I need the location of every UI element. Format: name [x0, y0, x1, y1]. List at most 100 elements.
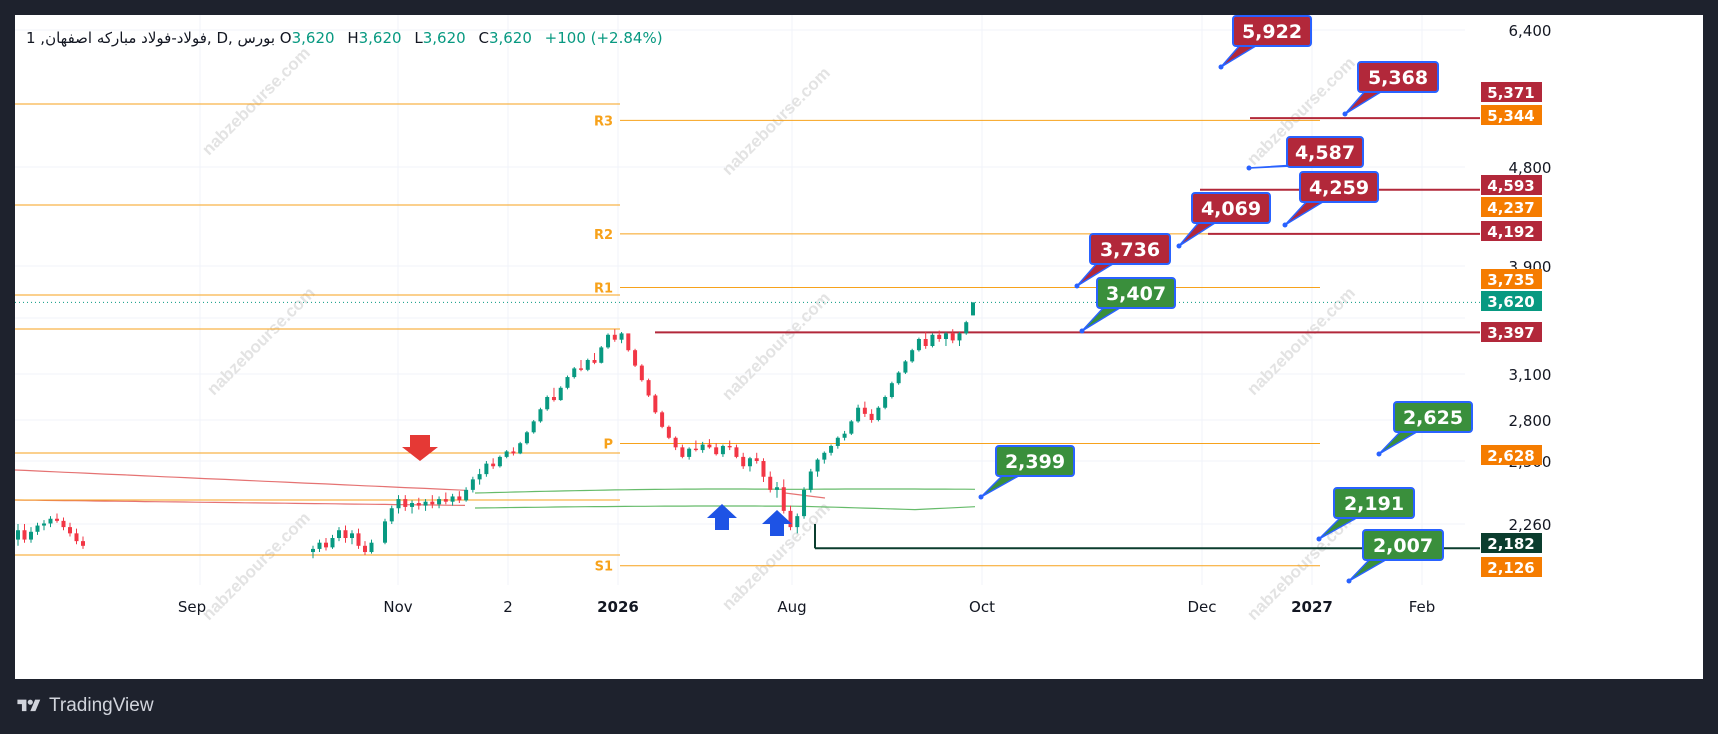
y-tick-label: 3,100: [1509, 366, 1552, 384]
price-label: 3,620: [1487, 293, 1534, 311]
candle-body: [971, 302, 975, 316]
ma-band-red-upper: [15, 469, 466, 491]
candle: [910, 348, 915, 363]
price-label: 5,344: [1487, 107, 1534, 125]
candle: [524, 430, 529, 445]
candle: [869, 409, 874, 423]
candle: [538, 407, 543, 423]
candle: [849, 420, 854, 436]
callout-box: [1357, 61, 1439, 93]
callout-anchor: [1316, 536, 1322, 542]
candle: [916, 337, 921, 352]
candle-body: [720, 445, 725, 455]
sell-arrow-icon: [402, 435, 438, 461]
candle-body: [48, 518, 53, 524]
candle: [734, 444, 739, 459]
candle: [883, 395, 888, 410]
target-callout: 2,191: [1316, 487, 1415, 542]
pivot-label-p: P: [603, 438, 613, 453]
candle-body: [324, 542, 328, 548]
candle-body: [317, 542, 322, 549]
candle-body: [842, 433, 847, 438]
candle-body: [903, 361, 908, 373]
candle: [599, 346, 604, 364]
callout-anchor: [1074, 283, 1080, 289]
candle: [450, 493, 455, 506]
callout-anchor: [978, 494, 984, 500]
chart-canvas[interactable]: nabzebourse.com nabzebourse.com nabzebours…: [15, 15, 1703, 679]
candle: [317, 539, 322, 553]
candle: [437, 496, 442, 509]
callout-label: 4,587: [1295, 142, 1355, 164]
candle-body: [518, 443, 523, 454]
target-callout: 2,399: [978, 445, 1075, 500]
chart-frame[interactable]: nabzebourse.com nabzebourse.com nabzebours…: [15, 15, 1703, 679]
candle-body: [700, 444, 705, 451]
candle-body: [808, 471, 813, 490]
candle-body: [497, 456, 502, 467]
tradingview-logo-icon[interactable]: [15, 697, 43, 715]
candle: [788, 505, 793, 531]
pivot-label-r3: R3: [594, 114, 613, 129]
candle: [943, 332, 948, 346]
low-value: 3,620: [422, 29, 466, 47]
callout-box: [1089, 233, 1171, 265]
candles: [16, 302, 975, 559]
callout-box: [1232, 15, 1312, 47]
candle-body: [727, 445, 732, 448]
candle: [666, 425, 671, 440]
price-label-bg: [1481, 197, 1542, 217]
candle: [950, 329, 955, 344]
callout-anchor: [1176, 243, 1182, 249]
candle-body: [626, 333, 631, 351]
candle: [720, 444, 725, 457]
candle: [700, 441, 705, 453]
candle: [761, 458, 766, 482]
candle: [876, 406, 881, 422]
callout-pointer: [980, 473, 1025, 498]
candle-body: [606, 334, 611, 348]
candle: [531, 420, 536, 434]
candle: [903, 360, 908, 374]
candle: [35, 522, 40, 535]
candle-body: [761, 461, 766, 477]
price-label-bg: [1481, 533, 1542, 553]
candle: [369, 539, 374, 554]
markers: [402, 435, 792, 536]
candle-body: [889, 383, 894, 397]
callout-label: 5,368: [1368, 67, 1428, 89]
candle-body: [491, 463, 496, 467]
candle-body: [883, 397, 888, 408]
candle-body: [856, 407, 861, 422]
callout-box: [1096, 277, 1176, 309]
candle: [930, 333, 935, 348]
target-callout: 4,259: [1282, 171, 1379, 228]
candle-body: [470, 479, 475, 490]
x-tick-label: Oct: [969, 598, 995, 616]
candle-body: [350, 533, 354, 539]
candle: [707, 439, 712, 449]
candle: [612, 329, 617, 342]
callout-label: 3,736: [1100, 239, 1160, 261]
callout-pointer: [1378, 429, 1423, 455]
x-tick-label: Dec: [1187, 598, 1216, 616]
candle-body: [81, 541, 85, 546]
candle: [579, 360, 583, 372]
candle: [829, 444, 834, 456]
candle: [693, 440, 698, 452]
candle: [518, 441, 523, 455]
brand-name[interactable]: TradingView: [49, 695, 154, 716]
candle-body: [876, 407, 881, 420]
y-tick-label: 6,400: [1509, 22, 1552, 40]
candle-body: [22, 530, 27, 540]
candle-body: [950, 333, 955, 341]
candle: [680, 444, 685, 459]
candle: [639, 364, 644, 382]
candle-body: [343, 530, 348, 539]
candle: [396, 495, 401, 514]
callout-anchor: [1079, 328, 1085, 334]
candle: [714, 443, 719, 456]
callout-pointer: [1348, 557, 1392, 582]
price-label: 2,126: [1487, 559, 1534, 577]
candle-body: [337, 530, 341, 539]
